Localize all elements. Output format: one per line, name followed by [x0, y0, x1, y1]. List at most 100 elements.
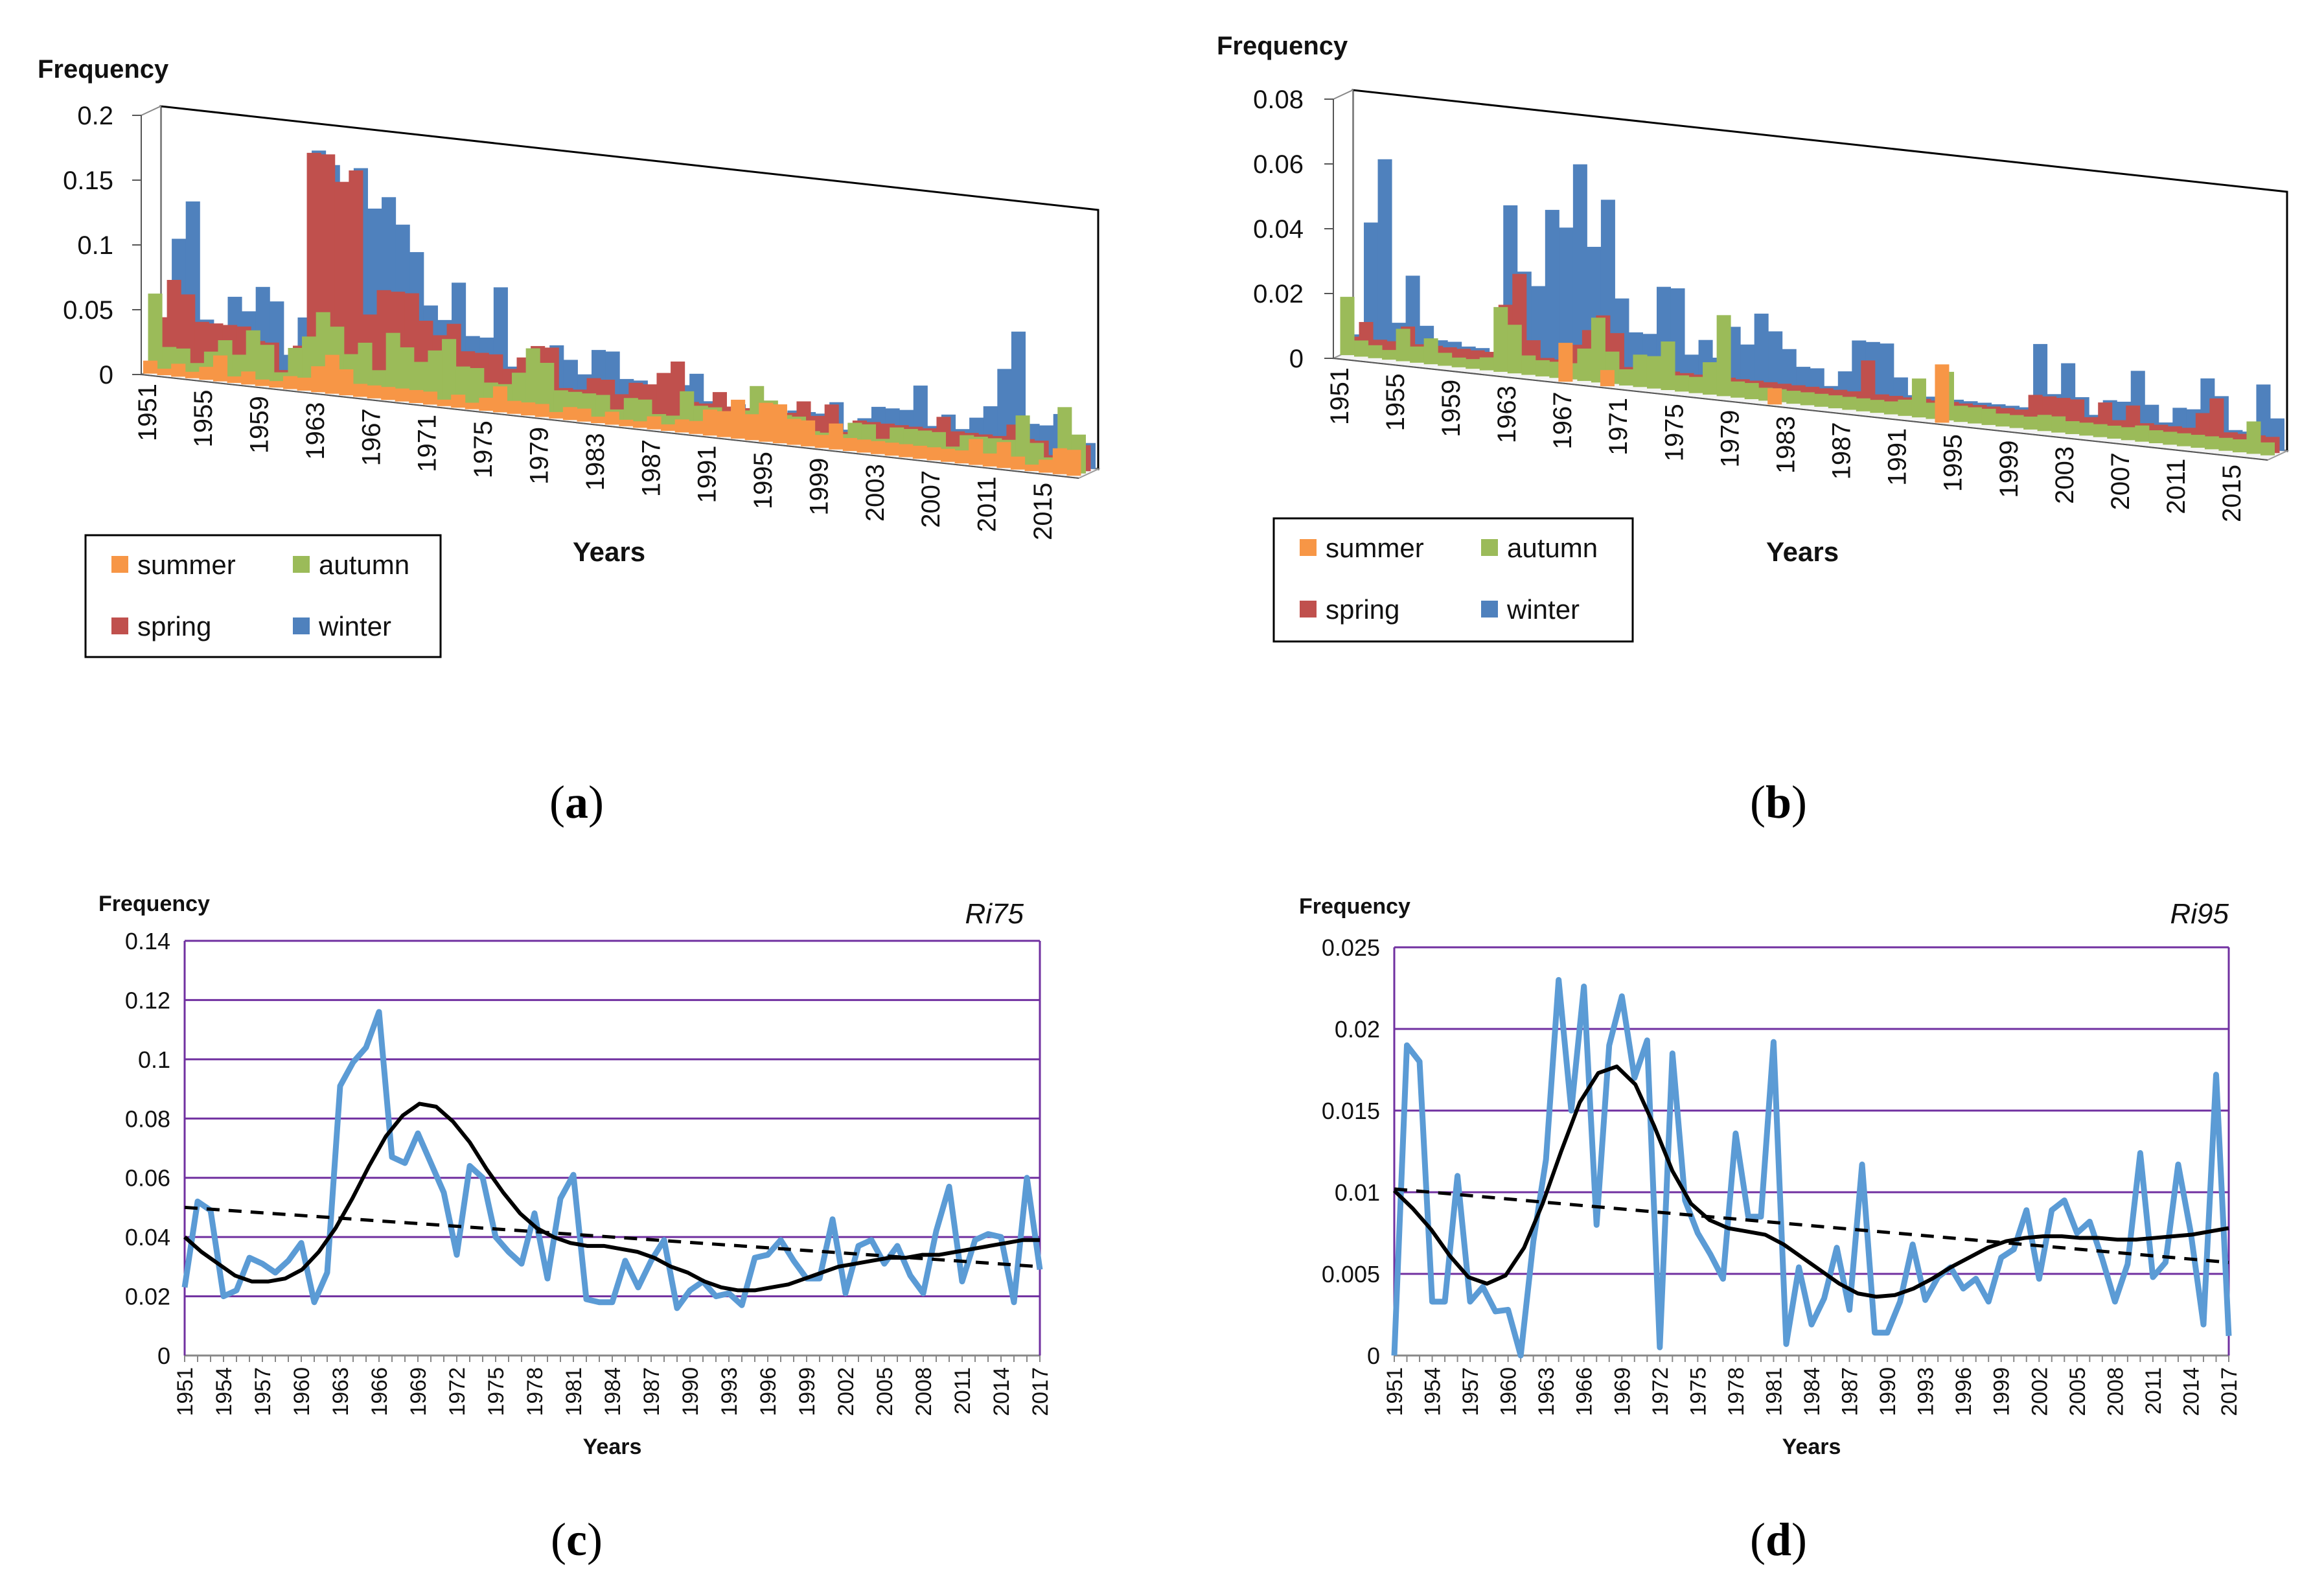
- summer-bar: [465, 402, 479, 410]
- y-tick-label: 0.14: [125, 928, 170, 954]
- y-tick-label: 0: [1367, 1343, 1380, 1369]
- summer-bar: [857, 439, 871, 453]
- summer-bar: [591, 417, 606, 424]
- legend-swatch-winter: [1481, 601, 1498, 617]
- summer-bar: [759, 402, 774, 442]
- y-tick-label: 0.05: [63, 296, 113, 325]
- x-tick-label: 1987: [639, 1367, 664, 1416]
- legend-label-winter: winter: [1506, 594, 1580, 625]
- spring-bar: [1861, 360, 1876, 410]
- x-tick-label: 2017: [1028, 1367, 1053, 1416]
- x-tick-label: 1972: [1648, 1367, 1673, 1416]
- x-tick-label: 2011: [2141, 1367, 2166, 1414]
- y-tick-label: 0.2: [77, 102, 113, 130]
- x-tick-label: 1963: [1493, 386, 1521, 443]
- summer-bar: [241, 371, 256, 385]
- y-axis-title: Frequency: [1299, 894, 1410, 919]
- y-tick-label: 0.08: [1253, 86, 1304, 114]
- x-tick-label: 1975: [469, 421, 498, 478]
- x-tick-label: 1960: [290, 1367, 314, 1416]
- autumn-bar: [1842, 397, 1857, 410]
- summer-bar: [549, 411, 564, 419]
- summer-bar: [1024, 465, 1039, 472]
- winter-bar: [1572, 164, 1587, 375]
- x-tick-label: 1999: [1990, 1367, 2014, 1416]
- autumn-bar: [148, 294, 163, 372]
- y-tick-label: 0: [99, 361, 113, 389]
- autumn-bar: [1410, 346, 1425, 363]
- summer-bar: [171, 364, 186, 377]
- x-tick-label: 1975: [484, 1367, 509, 1416]
- y-tick-label: 0.04: [1253, 215, 1304, 244]
- caption-c: (c): [551, 1514, 603, 1565]
- x-axis-title: Years: [573, 537, 645, 567]
- summer-bar: [521, 402, 536, 416]
- spring-bar: [656, 373, 671, 425]
- autumn-bar: [2107, 425, 2122, 439]
- y-axis-title: Frequency: [98, 892, 210, 916]
- summer-bar: [996, 442, 1011, 468]
- autumn-bar: [1396, 329, 1410, 362]
- x-tick-label: 2007: [2106, 452, 2135, 510]
- x-tick-label: 1987: [1828, 422, 1856, 479]
- x-tick-label: 1960: [1497, 1367, 1521, 1416]
- summer-bar: [871, 441, 886, 454]
- summer-bar: [185, 371, 200, 378]
- x-tick-label: 1966: [367, 1367, 392, 1416]
- x-tick-label: 1963: [1534, 1367, 1559, 1416]
- y-tick-label: 0.1: [77, 231, 113, 260]
- autumn-bar: [1382, 350, 1397, 360]
- summer-bar: [801, 420, 816, 446]
- autumn-bar: [1911, 378, 1926, 418]
- autumn-bar: [2023, 416, 2038, 430]
- summer-bar: [744, 414, 759, 441]
- summer-bar: [367, 385, 382, 398]
- summer-bar: [562, 407, 578, 421]
- y-tick-label: 0: [1289, 345, 1304, 373]
- summer-bar: [255, 379, 270, 386]
- summer-bar: [1052, 448, 1067, 474]
- x-tick-label: 1955: [189, 390, 218, 448]
- x-tick-label: 1969: [1610, 1367, 1635, 1416]
- autumn-bar: [1688, 376, 1703, 393]
- y-tick-label: 0.08: [125, 1105, 170, 1132]
- x-tick-label: 2003: [861, 464, 890, 522]
- x-tick-label: 1955: [1381, 373, 1410, 431]
- autumn-bar: [246, 330, 260, 382]
- summer-bar: [297, 377, 312, 391]
- autumn-bar: [1996, 413, 2010, 427]
- legend-label-spring: spring: [1326, 594, 1399, 625]
- summer-bar: [282, 376, 298, 389]
- summer-bar: [632, 421, 647, 428]
- autumn-bar: [470, 368, 485, 408]
- x-axis: [1333, 358, 2268, 461]
- legend-label-summer: summer: [137, 549, 236, 580]
- x-tick-label: 2007: [917, 470, 945, 528]
- summer-bar: [842, 438, 857, 452]
- y-tick-label: 0.04: [125, 1224, 170, 1251]
- x-tick-label: 1996: [756, 1367, 781, 1416]
- summer-bar: [451, 395, 466, 408]
- legend-swatch-winter: [293, 617, 310, 634]
- autumn-bar: [1981, 408, 1996, 425]
- autumn-bar: [1661, 341, 1675, 390]
- x-tick-label: 2014: [989, 1367, 1014, 1416]
- summer-bar: [604, 411, 619, 425]
- autumn-bar: [1883, 401, 1898, 415]
- autumn-bar: [2009, 415, 2024, 428]
- x-tick-label: 1984: [1800, 1367, 1824, 1416]
- autumn-bar: [2260, 442, 2275, 456]
- autumn-bar: [2051, 416, 2066, 433]
- x-tick-label: 1975: [1686, 1367, 1710, 1416]
- autumn-bar: [2093, 424, 2108, 437]
- x-tick-label: 1993: [717, 1367, 742, 1416]
- x-tick-label: 1991: [1883, 428, 1912, 486]
- summer-bar: [395, 388, 409, 402]
- x-tick-label: 1987: [637, 439, 665, 497]
- summer-bar: [717, 411, 731, 437]
- x-tick-label: 1979: [525, 427, 554, 485]
- autumn-bar: [2191, 435, 2205, 448]
- summer-bar: [814, 435, 829, 448]
- x-tick-label: 1996: [1951, 1367, 1976, 1416]
